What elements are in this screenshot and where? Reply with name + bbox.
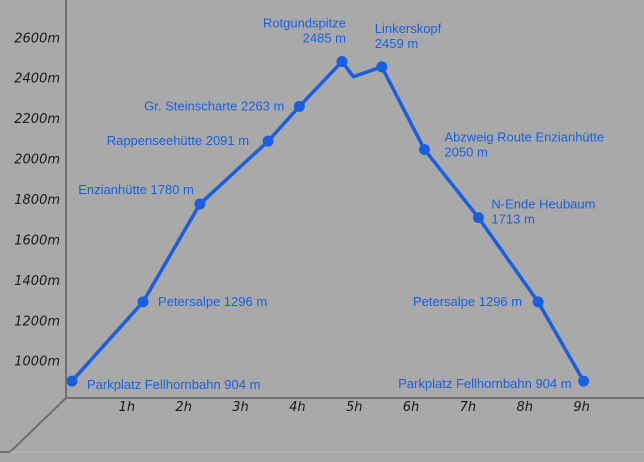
y-tick-label: 1400m xyxy=(14,274,60,289)
x-tick-label: 3h xyxy=(232,400,249,415)
data-point-label: Enzianhütte 1780 m xyxy=(78,182,194,197)
data-point-label: Abzweig Route Enzianhütte 2050 m xyxy=(444,129,604,159)
data-point-label-line: 1713 m xyxy=(491,212,534,227)
data-point-label-line: Rotgundspitze xyxy=(263,16,346,31)
x-tick-label: 9h xyxy=(573,400,590,415)
data-point-label-line: Linkerskopf xyxy=(375,21,442,36)
data-point-label-line: 2050 m xyxy=(444,144,487,159)
data-point xyxy=(137,296,149,308)
y-tick-label: 1800m xyxy=(14,193,60,208)
data-point-label: Petersalpe 1296 m xyxy=(158,294,267,309)
x-tick-label: 8h xyxy=(516,400,533,415)
data-point xyxy=(66,375,78,387)
data-point-label-line: Petersalpe 1296 m xyxy=(413,294,522,309)
data-point-label: Gr. Steinscharte 2263 m xyxy=(144,98,284,113)
data-point-label-line: 2485 m xyxy=(303,31,346,46)
data-point-label-line: Enzianhütte 1780 m xyxy=(78,182,194,197)
y-tick-label: 1600m xyxy=(14,233,60,248)
series-line xyxy=(70,59,586,383)
data-point-label: Linkerskopf 2459 m xyxy=(375,21,442,51)
x-tick-label: 7h xyxy=(460,400,477,415)
data-point-label-line: N-Ende Heubaum xyxy=(491,197,595,212)
data-point xyxy=(532,296,544,308)
data-point-label-line: 2459 m xyxy=(375,36,418,51)
y-tick-label: 1200m xyxy=(14,314,60,329)
data-point-label-line: Abzweig Route Enzianhütte xyxy=(444,129,604,144)
data-point xyxy=(194,198,206,210)
data-point-label-line: Petersalpe 1296 m xyxy=(158,294,267,309)
x-tick-label: 1h xyxy=(119,400,136,415)
data-point xyxy=(262,135,274,147)
y-tick-label: 2600m xyxy=(14,31,60,46)
data-point xyxy=(336,56,348,68)
data-point-label: Rappenseehütte 2091 m xyxy=(107,133,249,148)
y-axis-ticks: 1000m 1200m 1400m 1600m 1800m 2000m 2200m 2400m… xyxy=(14,31,60,369)
data-point xyxy=(376,61,388,73)
data-point-label: Petersalpe 1296 m xyxy=(413,294,522,309)
x-tick-label: 6h xyxy=(403,400,420,415)
series-layer xyxy=(66,56,590,387)
data-point-label-line: Gr. Steinscharte 2263 m xyxy=(144,98,284,113)
x-tick-label: 4h xyxy=(289,400,306,415)
point-labels: Parkplatz Fellhornbahn 904 m Petersalpe 1… xyxy=(78,16,604,393)
y-tick-label: 1000m xyxy=(14,355,60,370)
data-point-label: Parkplatz Fellhornbahn 904 m xyxy=(87,377,260,392)
data-point xyxy=(418,143,430,155)
data-point-label: N-Ende Heubaum 1713 m xyxy=(491,197,595,227)
data-point xyxy=(578,375,590,387)
data-point-label-line: Parkplatz Fellhornbahn 904 m xyxy=(87,377,260,392)
data-point-label-line: Parkplatz Fellhornbahn 904 m xyxy=(398,376,571,391)
y-tick-label: 2000m xyxy=(14,153,60,168)
data-point xyxy=(472,212,484,224)
data-point xyxy=(293,100,305,112)
data-point-label: Rotgundspitze 2485 m xyxy=(263,16,346,46)
x-tick-label: 5h xyxy=(346,400,363,415)
y-tick-label: 2200m xyxy=(14,112,60,127)
x-axis-ticks: 1h 2h 3h 4h 5h 6h 7h 8h 9h xyxy=(119,400,590,415)
corner-edge xyxy=(9,397,67,453)
y-tick-label: 2400m xyxy=(14,72,60,87)
data-point-label: Parkplatz Fellhornbahn 904 m xyxy=(398,376,571,391)
data-point-label-line: Rappenseehütte 2091 m xyxy=(107,133,249,148)
x-tick-label: 2h xyxy=(175,400,192,415)
